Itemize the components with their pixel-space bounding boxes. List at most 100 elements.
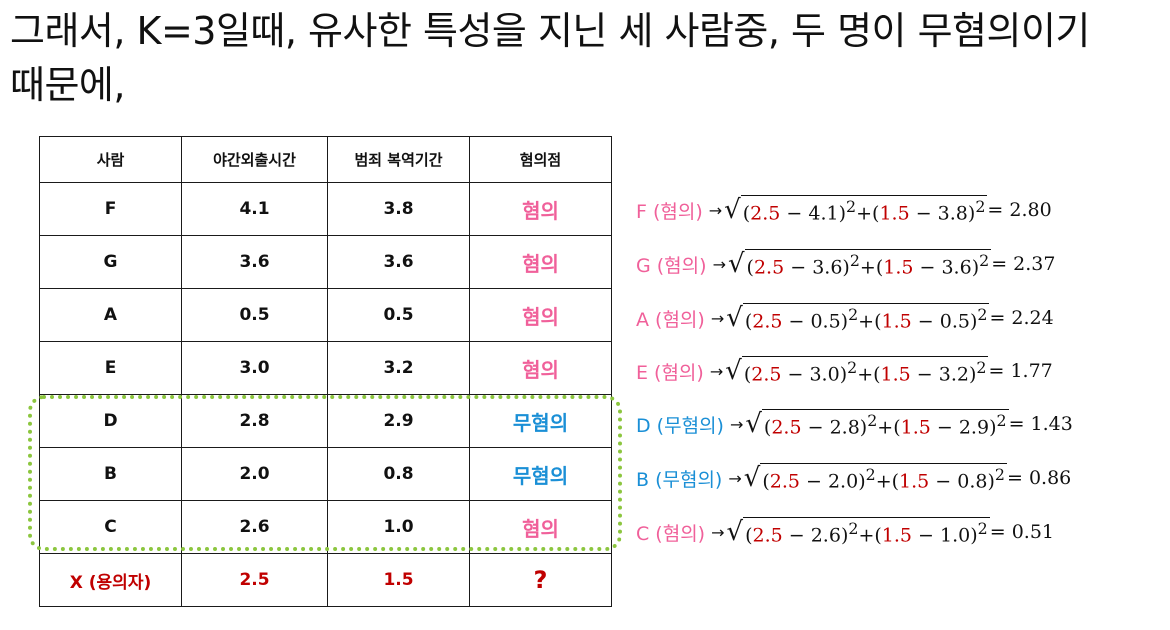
prison-term-cell: 0.5 [327,288,470,342]
neighbor-x-value: 3.0 [809,363,840,386]
neighbor-x-value: 0.5 [810,310,841,333]
heading-line-1: 그래서, K=3일때, 유사한 특성을 지닌 세 사람중, 두 명이 무혐의이기 [10,9,1090,53]
formula-radicand: (2.5 − 4.1)2+(1.5 − 3.8)2 [740,195,988,225]
neighbor-y-value: 0.5 [939,310,970,333]
formula-label: C (혐의) [636,522,706,545]
neighbor-y-value: 3.6 [941,256,972,279]
arrow-icon: → [710,308,725,328]
prison-term-cell: 2.9 [327,394,470,448]
heading: 그래서, K=3일때, 유사한 특성을 지닌 세 사람중, 두 명이 무혐의이기… [10,4,1160,112]
suspicion-status-cell: 혐의 [469,288,612,342]
k3-neighbors-highlight [28,395,622,551]
night-out-cell: 2.8 [181,394,328,448]
distance-result: 1.77 [1010,360,1053,382]
sqrt-icon: √ [726,303,743,333]
distance-result: 2.37 [1013,253,1056,275]
neighbor-x-value: 3.6 [812,256,843,279]
distance-formula: E (혐의) → √ (2.5 − 3.0)2+(1.5 − 3.2)2 = 1.77 [636,356,1053,386]
arrow-icon: → [708,200,723,220]
suspicion-status-cell: 혐의 [469,182,612,236]
prison-term-cell: 3.6 [327,235,470,289]
query-y-value: 1.5 [881,524,912,547]
arrow-icon: → [711,522,725,542]
distance-formula: B (무혐의) → √ (2.5 − 2.0)2+(1.5 − 0.8)2 = 0.86 [636,463,1072,493]
sqrt-icon: √ [726,517,744,547]
query-x-value: 2.5 [769,470,800,493]
prison-term-cell: 3.8 [327,182,470,236]
neighbor-y-value: 0.8 [957,470,988,493]
query-person-cell: X (용의자) [39,553,182,607]
neighbor-x-value: 2.6 [810,524,841,547]
query-y-value: 1.5 [899,470,930,493]
formula-radicand: (2.5 − 2.8)2+(1.5 − 2.9)2 [761,409,1009,439]
query-y-value: 1.5 [881,310,912,333]
person-cell: G [39,235,182,289]
neighbor-y-value: 3.8 [937,202,968,225]
sqrt-icon: √ [724,195,741,225]
query-y-value: 1.5 [879,202,910,225]
distance-result: 1.43 [1030,413,1073,435]
query-prison-term-cell: 1.5 [327,553,470,607]
person-cell: F [39,182,182,236]
formula-radicand: (2.5 − 2.0)2+(1.5 − 0.8)2 [760,463,1007,493]
neighbor-y-value: 1.0 [940,524,971,547]
query-x-value: 2.5 [752,524,783,547]
prison-term-cell: 3.2 [327,341,470,395]
formula-radicand: (2.5 − 0.5)2+(1.5 − 0.5)2 [742,303,990,333]
table-row: E 3.0 3.2 혐의 [39,341,612,395]
distance-result: 0.51 [1011,521,1054,543]
query-row: X (용의자) 2.5 1.5? [39,553,612,607]
distance-result: 2.24 [1011,307,1054,329]
formula-label: G (혐의) [636,254,707,277]
heading-line-2: 때문에, [10,63,125,107]
neighbor-x-value: 2.0 [827,470,859,493]
query-x-value: 2.5 [752,310,783,333]
distance-formula: D (무혐의) → √ (2.5 − 2.8)2+(1.5 − 2.9)2 = 1.43 [636,409,1073,439]
table-row: G 3.6 3.6 혐의 [39,235,612,289]
formula-radicand: (2.5 − 2.6)2+(1.5 − 1.0)2 [743,517,990,547]
distance-formula: C (혐의) → √ (2.5 − 2.6)2+(1.5 − 1.0)2 = 0.51 [636,517,1054,547]
arrow-icon: → [729,414,744,434]
neighbor-x-value: 4.1 [808,202,839,225]
suspicion-status-cell: 무혐의 [469,447,612,501]
formula-label: B (무혐의) [636,468,723,491]
arrow-icon: → [728,468,742,488]
table-header-row: 사람 야간외출시간 범죄 복역기간 혐의점 [39,136,612,183]
suspicion-status-cell: 혐의 [469,235,612,289]
header-suspicion: 혐의점 [469,136,612,183]
suspicion-status-cell: 혐의 [469,341,612,395]
formula-label: F (혐의) [636,200,703,223]
header-prison-term: 범죄 복역기간 [327,136,470,183]
distance-result: 2.80 [1009,199,1052,221]
formula-label: A (혐의) [636,308,705,331]
prison-term-cell: 1.0 [327,500,470,554]
distance-formula: F (혐의) → √ (2.5 − 4.1)2+(1.5 − 3.8)2 = 2.80 [636,195,1052,225]
arrow-icon: → [712,254,726,274]
table-row: F 4.1 3.8 혐의 [39,182,612,236]
distance-formula: G (혐의) → √ (2.5 − 3.6)2+(1.5 − 3.6)2 = 2.37 [636,249,1056,279]
distance-formula: A (혐의) → √ (2.5 − 0.5)2+(1.5 − 0.5)2 = 2.24 [636,303,1054,333]
sqrt-icon: √ [727,249,745,279]
person-cell: E [39,341,182,395]
night-out-cell: 4.1 [181,182,328,236]
header-night-out: 야간외출시간 [181,136,328,183]
suspicion-status-cell: 혐의 [469,500,612,554]
neighbor-y-value: 2.9 [958,416,990,439]
formula-radicand: (2.5 − 3.0)2+(1.5 − 3.2)2 [741,356,989,386]
query-y-value: 1.5 [900,416,931,439]
query-night-out-cell: 2.5 [181,553,328,607]
neighbor-x-value: 2.8 [829,416,860,439]
neighbor-y-value: 3.2 [938,363,969,386]
night-out-cell: 0.5 [181,288,328,342]
query-y-value: 1.5 [880,363,911,386]
query-x-value: 2.5 [753,256,785,279]
arrow-icon: → [709,361,724,381]
suspect-table: 사람 야간외출시간 범죄 복역기간 혐의점 F 4.1 3.8 혐의 G 3.6 3.6 혐의… [39,136,612,607]
night-out-cell: 3.6 [181,235,328,289]
query-x-value: 2.5 [751,363,782,386]
person-cell: A [39,288,182,342]
query-status-cell: ? [469,553,612,607]
header-person: 사람 [39,136,182,183]
sqrt-icon: √ [743,463,761,493]
formula-label: D (무혐의) [636,414,724,437]
